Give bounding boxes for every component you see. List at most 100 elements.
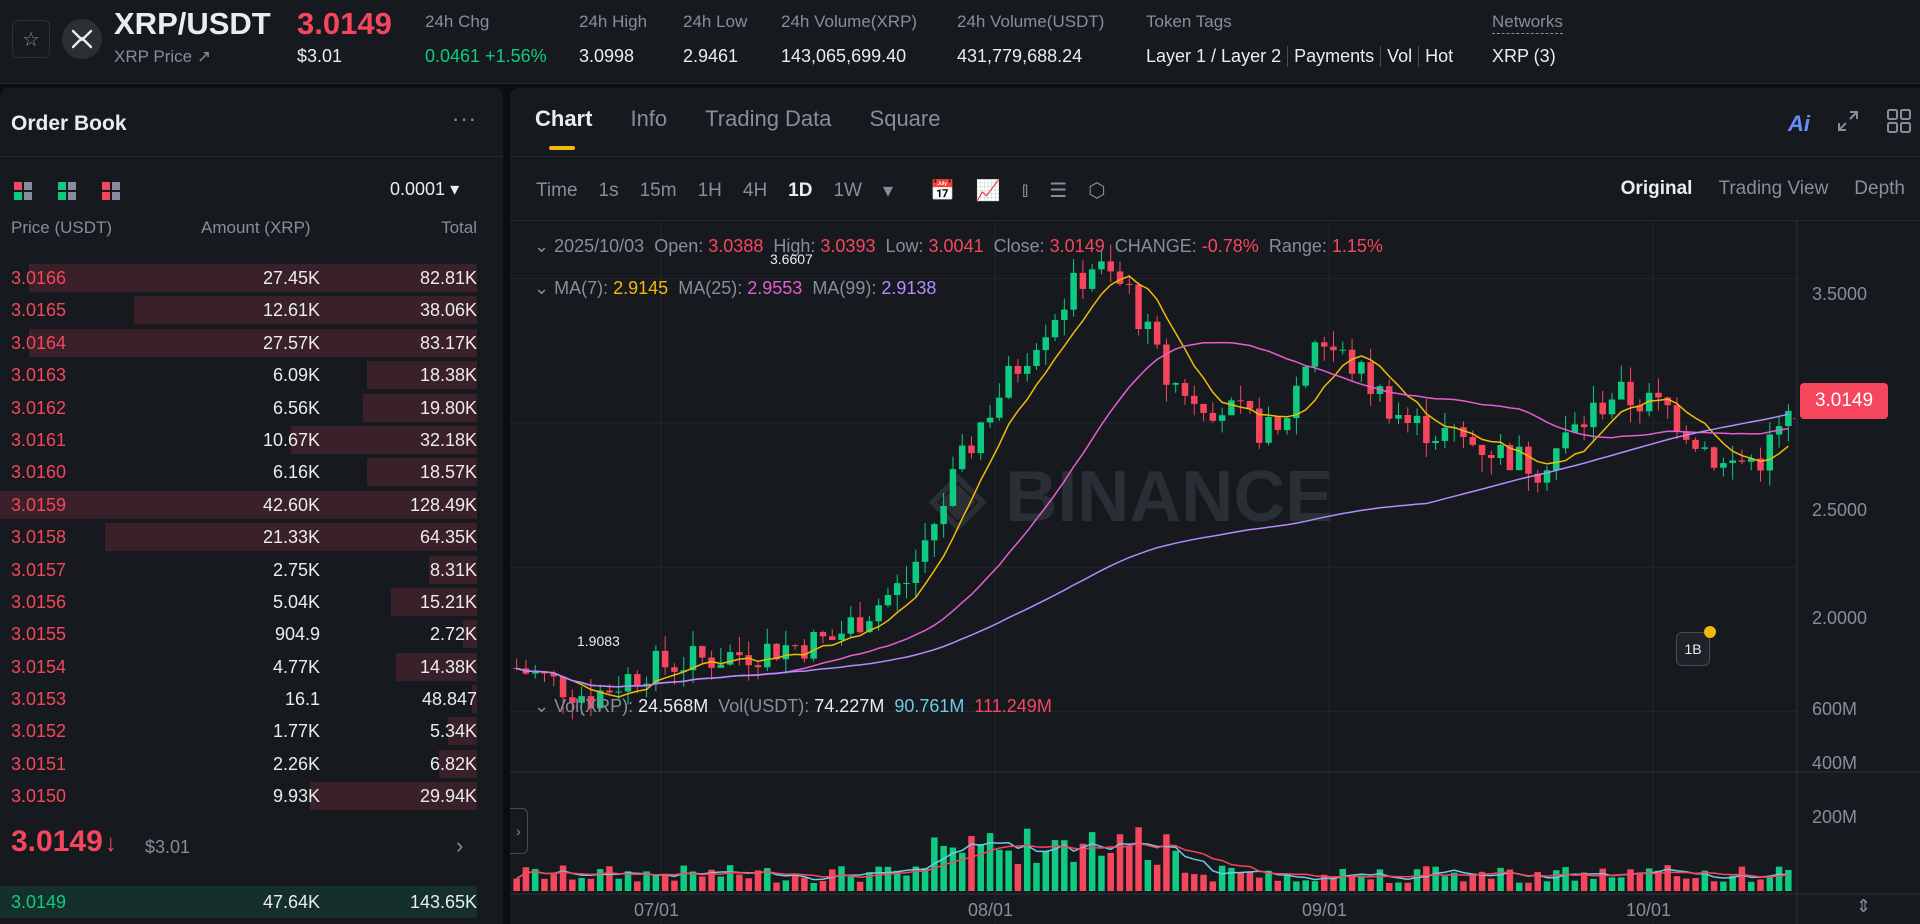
tag-hot[interactable]: Hot [1425, 46, 1454, 66]
tag-vol[interactable]: Vol [1381, 46, 1420, 67]
ask-amount: 27.57K [262, 332, 320, 353]
ask-row[interactable]: 3.0156 5.04K 15.21K [0, 586, 503, 618]
volume-bar [513, 878, 520, 891]
tab-trading-data[interactable]: Trading Data [705, 106, 832, 131]
mid-price[interactable]: 3.0149↓ [11, 825, 117, 858]
volume-legend: ⌄ Vol(XRP): 24.568M Vol(USDT): 74.227M 9… [534, 696, 1052, 716]
chevron-right-icon[interactable]: › [456, 833, 464, 858]
interval-1s[interactable]: 1s [598, 179, 619, 201]
candle-body [996, 397, 1003, 418]
watermark: ◈ BINANCE [928, 457, 1333, 537]
candle-type-icon[interactable]: ⫾ [1021, 179, 1029, 201]
ask-row[interactable]: 3.0161 10.67K 32.18K [0, 424, 503, 456]
volume-bar [606, 866, 613, 891]
current-price-tag: 3.0149 [1800, 383, 1888, 419]
interval-4h[interactable]: 4H [742, 179, 768, 201]
precision-select[interactable]: 0.0001 ▾ [390, 179, 460, 199]
tag-layer[interactable]: Layer 1 / Layer 2 [1146, 46, 1289, 67]
ask-row[interactable]: 3.0163 6.09K 18.38K [0, 359, 503, 391]
last-price-usd: $3.01 [297, 46, 343, 66]
volume-bar [708, 869, 715, 891]
volume-bar [1330, 876, 1337, 891]
mid-price-usd: $3.01 [145, 837, 191, 857]
ask-row[interactable]: 3.0164 27.57K 83.17K [0, 327, 503, 359]
ask-row[interactable]: 3.0159 42.60K 128.49K [0, 489, 503, 521]
ask-row[interactable]: 3.0166 27.45K 82.81K [0, 262, 503, 294]
interval-1h[interactable]: 1H [697, 179, 722, 201]
ai-icon[interactable]: Ai [1788, 110, 1810, 136]
tab-chart[interactable]: Chart [535, 106, 593, 150]
chart-settings-icon[interactable]: ☰ [1049, 180, 1068, 202]
ask-total: 82.81K [419, 268, 477, 288]
tag-payments[interactable]: Payments [1288, 46, 1382, 67]
candle-body [708, 657, 715, 668]
scale-toggle-icon[interactable]: ⇕ [1856, 896, 1872, 916]
view-depth[interactable]: Depth [1854, 178, 1905, 199]
favorite-star-icon[interactable]: ☆ [12, 20, 50, 58]
view-original[interactable]: Original [1620, 178, 1693, 199]
ask-row[interactable]: 3.0157 2.75K 8.31K [0, 554, 503, 586]
interval-1w[interactable]: 1W [833, 179, 862, 201]
interval-15m[interactable]: 15m [639, 179, 677, 201]
bid-row[interactable]: 3.0149 47.64K 143.65K [0, 886, 503, 918]
candle-body [1423, 415, 1430, 444]
candle-body [1200, 403, 1207, 413]
indicator-icon[interactable]: 📈 [975, 180, 1001, 202]
layout-grid-icon[interactable] [1886, 108, 1912, 139]
ask-row[interactable]: 3.0158 21.33K 64.35K [0, 521, 503, 553]
candlestick-chart[interactable]: ◈ BINANCE [510, 221, 1920, 924]
candle-body [578, 696, 585, 703]
ask-row[interactable]: 3.0162 6.56K 19.80K [0, 392, 503, 424]
tab-square[interactable]: Square [869, 106, 941, 131]
ask-row[interactable]: 3.0150 9.93K 29.94K [0, 780, 503, 812]
expand-icon[interactable] [1836, 109, 1860, 138]
candle-body [1348, 349, 1356, 374]
collapse-drawing-tools-icon[interactable]: › [510, 808, 528, 854]
ask-row[interactable]: 3.0155 904.9 2.72K [0, 618, 503, 650]
ask-total: 8.31K [429, 559, 477, 580]
collapse-chevron-icon[interactable]: ⌄ [534, 236, 550, 256]
ask-row[interactable]: 3.0152 1.77K 5.34K [0, 715, 503, 747]
ask-row[interactable]: 3.0154 4.77K 14.38K [0, 651, 503, 683]
more-options-icon[interactable]: ··· [452, 106, 477, 131]
candle-body [1256, 408, 1263, 443]
candle-body [550, 673, 558, 677]
volume-bar [1218, 865, 1226, 891]
volume-bar [1404, 882, 1412, 891]
candle-body [1497, 444, 1504, 459]
interval-1d[interactable]: 1D [788, 179, 813, 201]
order-book-title: Order Book [11, 112, 127, 135]
volume-bar [587, 878, 595, 891]
ask-row[interactable]: 3.0151 2.26K 6.82K [0, 748, 503, 780]
ask-price: 3.0157 [11, 559, 67, 580]
ask-row[interactable]: 3.0160 6.16K 18.57K [0, 456, 503, 488]
chart-panel: Chart Info Trading Data Square Ai Time 1… [510, 88, 1920, 924]
depth-bar [367, 458, 477, 487]
view-bids-icon[interactable] [58, 182, 76, 200]
interval-time[interactable]: Time [536, 179, 578, 201]
volume-bar [1562, 867, 1569, 891]
low-annotation: 1.9083 [577, 633, 620, 649]
networks[interactable]: Networks XRP (3) [1492, 12, 1563, 66]
candle-body [1664, 397, 1671, 406]
candle-body [661, 650, 669, 668]
down-arrow-icon: ↓ [104, 830, 117, 857]
volume-bar [736, 874, 743, 891]
view-trading-view[interactable]: Trading View [1718, 178, 1829, 199]
tab-info[interactable]: Info [630, 106, 668, 131]
view-asks-icon[interactable] [102, 182, 120, 200]
candle-body [931, 524, 938, 541]
ask-row[interactable]: 3.0165 12.61K 38.06K [0, 294, 503, 326]
candle-body [1218, 415, 1226, 421]
candle-body [1441, 427, 1449, 441]
interval-more-chevron-icon[interactable]: ▾ [882, 180, 894, 202]
date-range-icon[interactable]: 📅 [930, 180, 955, 202]
hexagon-settings-icon[interactable]: ⬡ [1088, 180, 1106, 202]
pair-price-link[interactable]: XRP Price ↗ [114, 47, 212, 66]
volume-bar [838, 866, 845, 891]
ask-row[interactable]: 3.0153 16.1 48.847 [0, 683, 503, 715]
chart-note-icon[interactable]: 1B [1676, 632, 1710, 666]
view-both-icon[interactable] [14, 182, 32, 200]
collapse-chevron-icon[interactable]: ⌄ [534, 278, 550, 298]
collapse-chevron-icon[interactable]: ⌄ [534, 696, 550, 716]
